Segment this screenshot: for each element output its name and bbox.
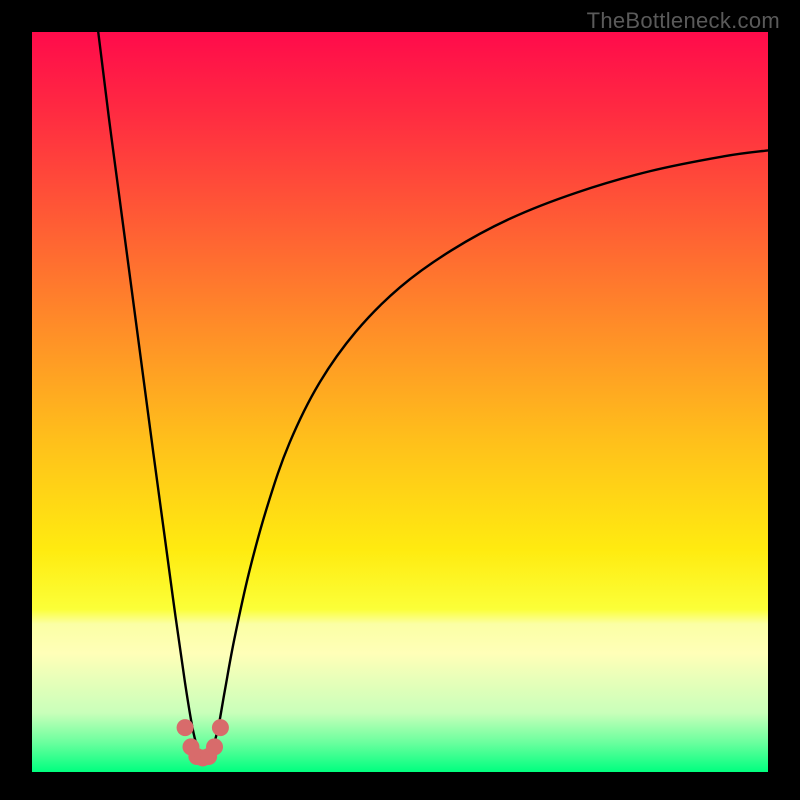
plot-background (32, 32, 768, 772)
curve-marker (177, 719, 194, 736)
watermark-label: TheBottleneck.com (587, 8, 780, 34)
curve-marker (212, 719, 229, 736)
curve-marker (206, 738, 223, 755)
bottleneck-chart (0, 0, 800, 800)
